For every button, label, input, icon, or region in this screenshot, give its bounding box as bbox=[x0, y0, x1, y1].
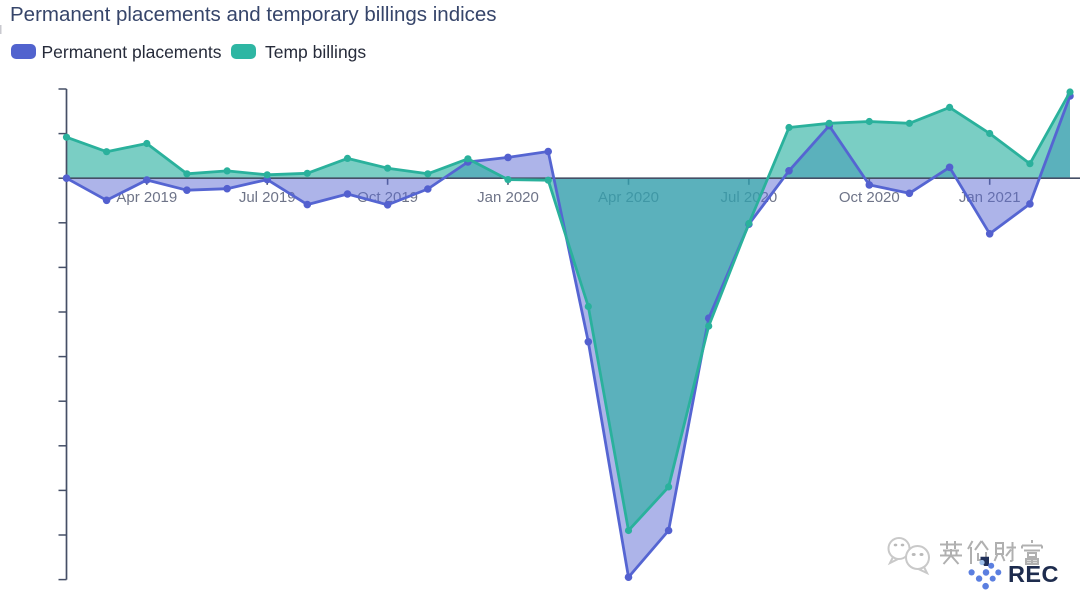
svg-text:Apr 2019: Apr 2019 bbox=[116, 189, 177, 206]
svg-text:REC: REC bbox=[1008, 561, 1059, 587]
svg-text:Jan 2020: Jan 2020 bbox=[477, 189, 539, 206]
svg-text:Oct 2020: Oct 2020 bbox=[839, 189, 900, 206]
svg-text:Jul 2019: Jul 2019 bbox=[239, 189, 296, 206]
